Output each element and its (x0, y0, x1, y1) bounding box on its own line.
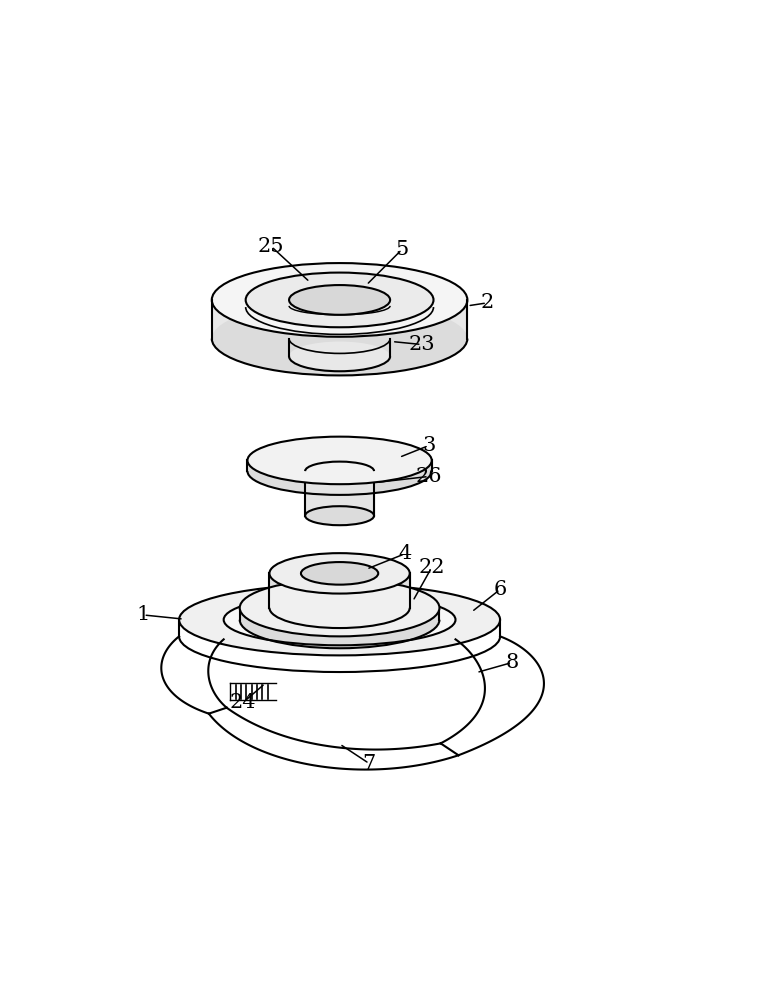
Ellipse shape (212, 263, 467, 337)
Ellipse shape (212, 302, 467, 375)
Polygon shape (212, 300, 467, 339)
Text: 24: 24 (230, 693, 256, 712)
Text: 23: 23 (408, 335, 435, 354)
Text: 4: 4 (398, 544, 412, 563)
Ellipse shape (240, 591, 439, 648)
Text: 8: 8 (505, 653, 518, 672)
Ellipse shape (289, 342, 390, 371)
Polygon shape (305, 471, 374, 516)
Polygon shape (269, 573, 410, 608)
Ellipse shape (248, 437, 432, 484)
Ellipse shape (224, 594, 456, 645)
Text: 3: 3 (422, 436, 436, 455)
Text: 22: 22 (419, 558, 445, 577)
Text: 2: 2 (480, 293, 494, 312)
Ellipse shape (269, 553, 410, 594)
Text: 26: 26 (416, 467, 442, 486)
Ellipse shape (240, 579, 439, 636)
Ellipse shape (245, 273, 433, 327)
Text: 6: 6 (493, 580, 507, 599)
Ellipse shape (248, 447, 432, 495)
Ellipse shape (179, 584, 500, 655)
Ellipse shape (305, 506, 374, 525)
Text: 5: 5 (395, 240, 409, 259)
Ellipse shape (289, 285, 390, 315)
Polygon shape (248, 460, 432, 471)
Polygon shape (240, 608, 439, 620)
Ellipse shape (301, 562, 378, 585)
Text: 25: 25 (258, 237, 285, 256)
Text: 7: 7 (363, 754, 376, 773)
Ellipse shape (269, 588, 410, 628)
Text: 1: 1 (137, 605, 150, 624)
